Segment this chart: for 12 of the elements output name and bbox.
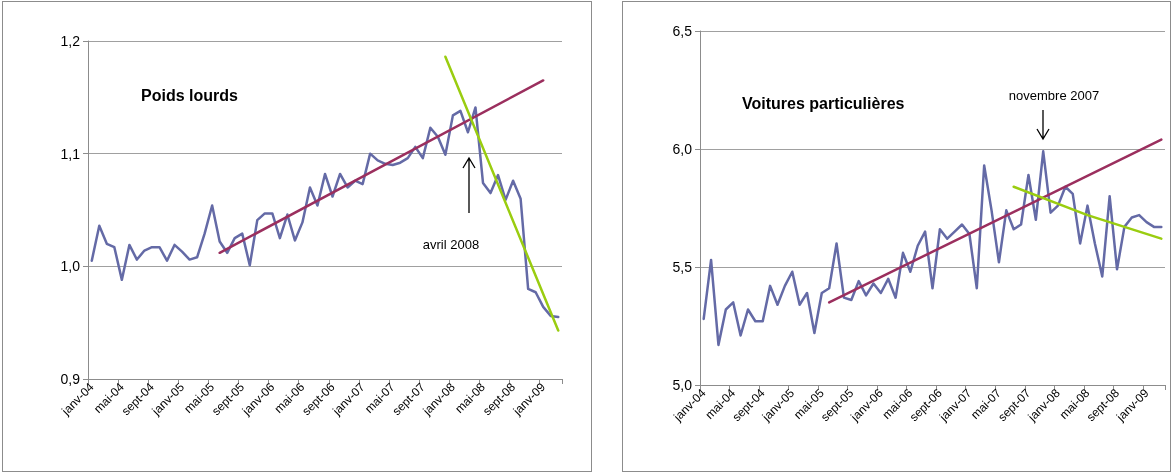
- y-tick-label: 6,5: [672, 23, 693, 39]
- y-tick-label: 1,2: [60, 33, 81, 49]
- y-tick-label: 6,0: [672, 141, 693, 157]
- y-tick-label: 1,0: [60, 258, 81, 275]
- line-series: [90, 106, 560, 319]
- line-series: [702, 150, 1163, 347]
- text: Poids lourds: [141, 86, 238, 104]
- y-tick-label: 5,5: [672, 259, 693, 275]
- y-tick-label: 1,1: [60, 145, 81, 162]
- text: Voitures particulières: [742, 94, 905, 112]
- annotation: novembre 2007: [1008, 87, 1100, 103]
- annotation: avril 2008: [422, 236, 480, 252]
